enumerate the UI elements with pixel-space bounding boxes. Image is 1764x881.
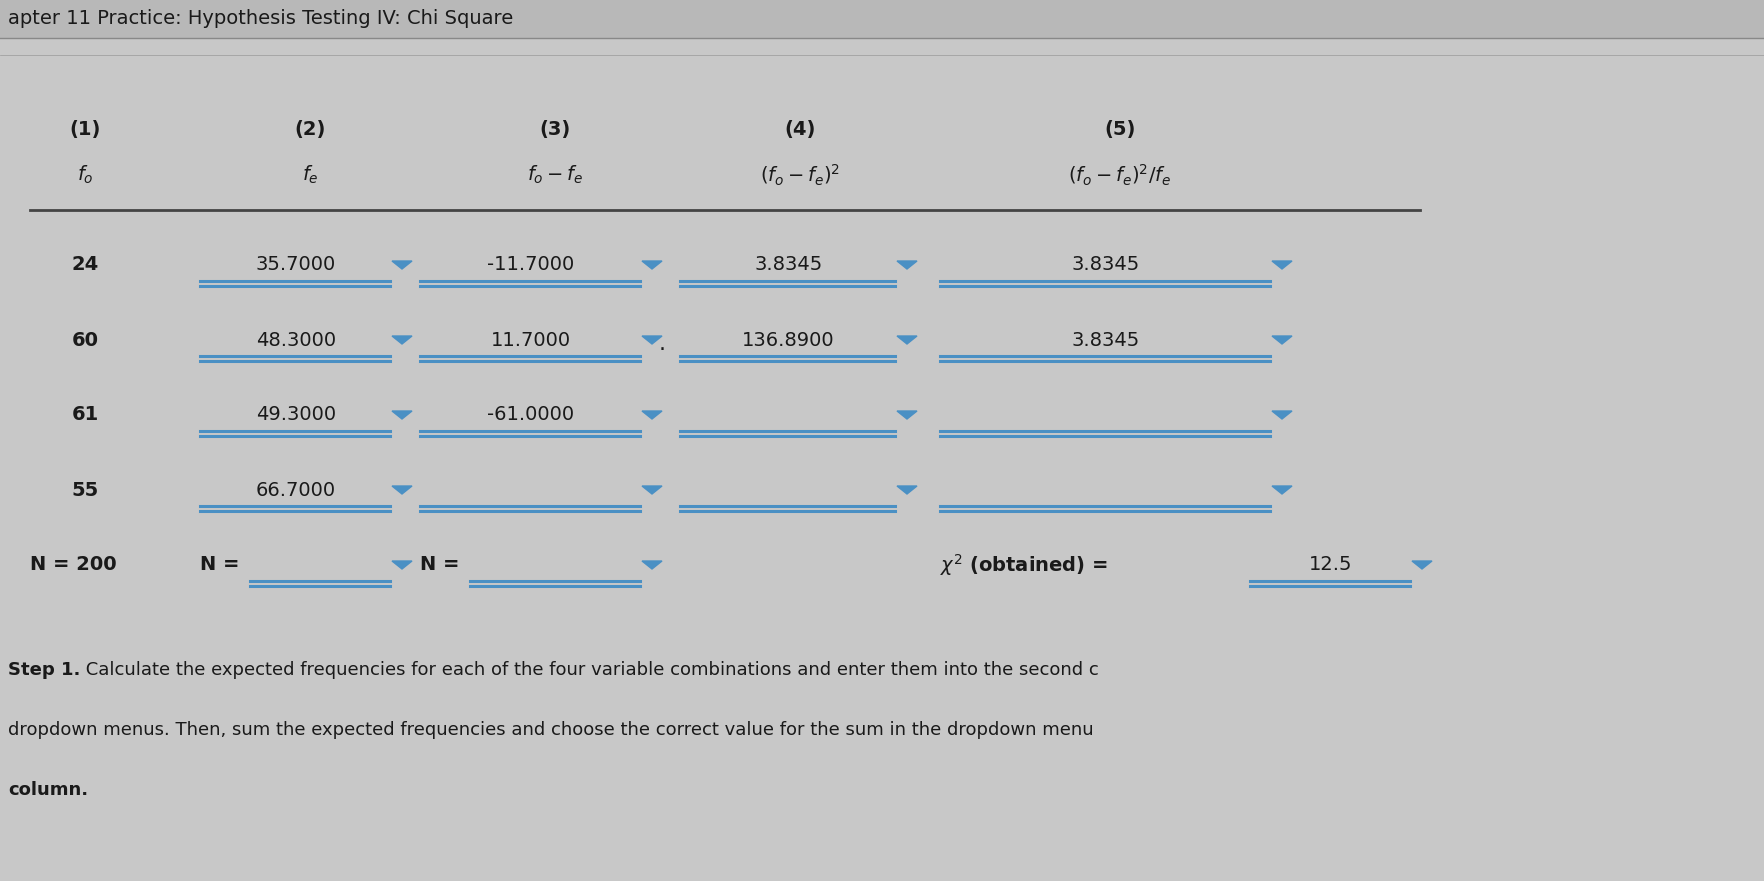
Polygon shape	[642, 486, 662, 494]
Polygon shape	[896, 486, 917, 494]
Polygon shape	[642, 336, 662, 344]
Polygon shape	[1272, 336, 1291, 344]
Text: 12.5: 12.5	[1309, 556, 1351, 574]
Text: 35.7000: 35.7000	[256, 255, 335, 275]
Text: (5): (5)	[1104, 121, 1134, 139]
Text: 60: 60	[72, 330, 99, 350]
Text: $f_o$: $f_o$	[76, 164, 93, 186]
Polygon shape	[642, 261, 662, 269]
Text: $f_o - f_e$: $f_o - f_e$	[526, 164, 582, 186]
Text: -61.0000: -61.0000	[487, 405, 575, 425]
Text: 48.3000: 48.3000	[256, 330, 335, 350]
Text: Step 1.: Step 1.	[9, 661, 81, 679]
Text: 11.7000: 11.7000	[490, 330, 572, 350]
Polygon shape	[392, 486, 411, 494]
Text: column.: column.	[9, 781, 88, 799]
Text: 49.3000: 49.3000	[256, 405, 335, 425]
Polygon shape	[392, 561, 411, 569]
Text: (3): (3)	[540, 121, 570, 139]
Text: apter 11 Practice: Hypothesis Testing IV: Chi Square: apter 11 Practice: Hypothesis Testing IV…	[9, 10, 513, 28]
Text: 3.8345: 3.8345	[753, 255, 822, 275]
Text: N =: N =	[199, 556, 240, 574]
Polygon shape	[1272, 486, 1291, 494]
Polygon shape	[1272, 261, 1291, 269]
Text: $(f_o - f_e)^2$: $(f_o - f_e)^2$	[760, 162, 840, 188]
Polygon shape	[392, 411, 411, 419]
Text: $\chi^2$ (obtained) =: $\chi^2$ (obtained) =	[940, 552, 1108, 578]
Text: (1): (1)	[69, 121, 101, 139]
Text: Calculate the expected frequencies for each of the four variable combinations an: Calculate the expected frequencies for e…	[79, 661, 1099, 679]
Text: (2): (2)	[295, 121, 326, 139]
Text: 61: 61	[71, 405, 99, 425]
Polygon shape	[392, 261, 411, 269]
Polygon shape	[642, 561, 662, 569]
Text: -11.7000: -11.7000	[487, 255, 575, 275]
Text: 136.8900: 136.8900	[743, 330, 834, 350]
Polygon shape	[896, 411, 917, 419]
Text: 3.8345: 3.8345	[1071, 255, 1140, 275]
Polygon shape	[896, 336, 917, 344]
Text: 55: 55	[71, 480, 99, 500]
Text: .: .	[658, 334, 665, 354]
Bar	[0, 0, 1764, 38]
Polygon shape	[1272, 411, 1291, 419]
Polygon shape	[392, 336, 411, 344]
Text: $(f_o - f_e)^2/f_e$: $(f_o - f_e)^2/f_e$	[1067, 162, 1171, 188]
Text: (4): (4)	[783, 121, 815, 139]
Text: 3.8345: 3.8345	[1071, 330, 1140, 350]
Text: 66.7000: 66.7000	[256, 480, 335, 500]
Polygon shape	[642, 411, 662, 419]
Polygon shape	[1411, 561, 1431, 569]
Polygon shape	[896, 261, 917, 269]
Text: N = 200: N = 200	[30, 556, 116, 574]
Text: N =: N =	[420, 556, 459, 574]
Text: dropdown menus. Then, sum the expected frequencies and choose the correct value : dropdown menus. Then, sum the expected f…	[9, 721, 1094, 739]
Text: 24: 24	[71, 255, 99, 275]
Text: $f_e$: $f_e$	[302, 164, 318, 186]
